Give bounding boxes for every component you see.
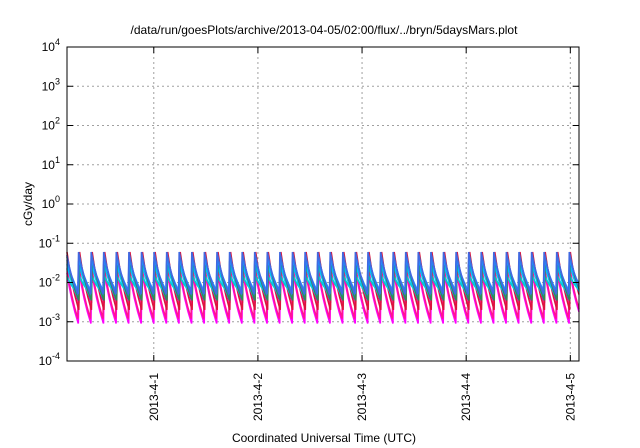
- x-tick-label: 2013-4-2: [251, 373, 265, 421]
- x-tick-label: 2013-4-1: [147, 373, 161, 421]
- y-tick-label: 10-2: [39, 273, 60, 290]
- grid: [67, 47, 579, 361]
- y-tick-label: 10-3: [39, 312, 60, 329]
- y-tick-label: 101: [42, 155, 60, 172]
- x-tick-label: 2013-4-4: [459, 373, 473, 421]
- x-tick-label: 2013-4-3: [355, 373, 369, 421]
- series-layer: [66, 251, 580, 324]
- x-axis-ticks: 2013-4-1 2013-4-2 2013-4-3 2013-4-4 2013-4-5: [147, 47, 577, 421]
- y-tick-label: 102: [42, 116, 60, 133]
- y-axis-ticks: 10-4 10-3 10-2 10-1 100 101 102 103 104: [39, 37, 579, 368]
- y-tick-label: 103: [42, 76, 60, 93]
- y-axis-label: cGy/day: [21, 182, 35, 226]
- series-line: [66, 251, 580, 295]
- x-tick-label: 2013-4-5: [563, 373, 577, 421]
- y-tick-label: 104: [42, 37, 60, 54]
- y-tick-label: 10-1: [39, 233, 60, 250]
- y-tick-label: 100: [42, 194, 60, 211]
- chart-title: /data/run/goesPlots/archive/2013-04-05/0…: [131, 23, 519, 37]
- y-tick-label: 10-4: [39, 351, 60, 368]
- x-axis-label: Coordinated Universal Time (UTC): [232, 431, 416, 445]
